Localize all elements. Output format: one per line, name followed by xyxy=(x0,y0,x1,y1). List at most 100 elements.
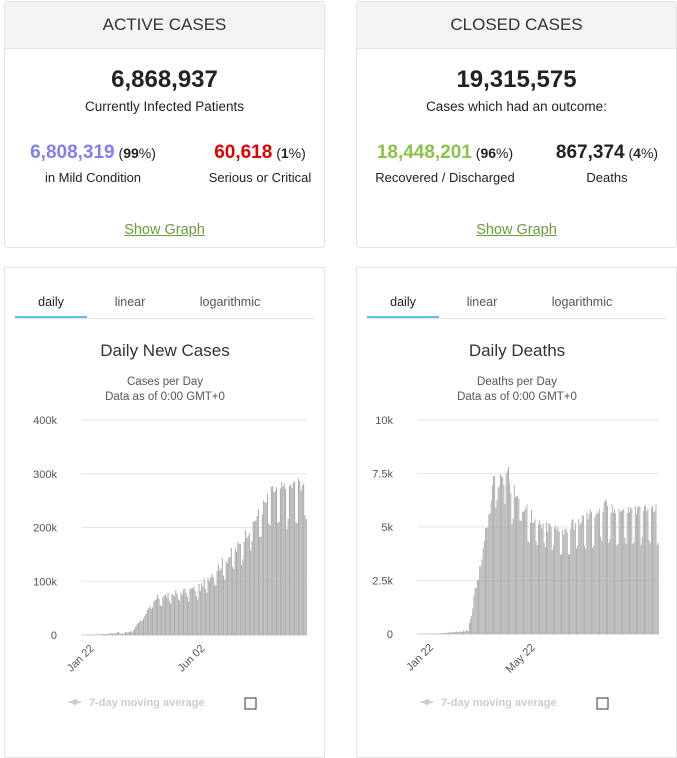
bar xyxy=(198,583,200,635)
deaths-stat: 867,374 (4%) Deaths xyxy=(542,142,672,185)
bar xyxy=(167,592,169,635)
bar xyxy=(604,499,606,634)
bar xyxy=(529,522,531,634)
bar xyxy=(272,486,274,635)
bar xyxy=(602,511,604,634)
bar xyxy=(266,494,269,635)
bar xyxy=(210,577,212,635)
bar xyxy=(581,515,583,634)
chart-legend[interactable]: 7-day moving average xyxy=(421,697,609,710)
chart-subtitle: Deaths per Day xyxy=(477,376,557,388)
bar xyxy=(223,575,225,635)
closed-cases-total: 19,315,575 xyxy=(456,66,577,93)
bar xyxy=(655,504,657,634)
bar xyxy=(601,540,603,634)
bar xyxy=(566,532,568,634)
bar xyxy=(261,514,263,635)
bar xyxy=(580,522,582,634)
tab-daily[interactable]: daily xyxy=(367,288,439,318)
x-tick-label: Jun 02 xyxy=(176,643,208,675)
legend-checkbox[interactable] xyxy=(596,697,609,710)
bar xyxy=(288,486,290,635)
bar xyxy=(508,467,509,634)
bar xyxy=(540,524,542,634)
bar xyxy=(140,620,142,635)
bar xyxy=(646,511,648,634)
bar xyxy=(154,600,156,635)
chart-subtitle: Cases per Day xyxy=(127,376,203,388)
bar xyxy=(157,594,159,635)
legend-checkbox[interactable] xyxy=(244,697,257,710)
bar xyxy=(238,543,240,635)
bar xyxy=(252,521,254,635)
bar xyxy=(555,525,557,634)
bar xyxy=(99,634,101,635)
bar xyxy=(556,529,558,634)
bar xyxy=(490,500,492,634)
bar xyxy=(552,546,554,634)
bar xyxy=(591,512,592,634)
closed-show-graph-link[interactable]: Show Graph xyxy=(476,222,557,238)
bar xyxy=(176,593,178,635)
bar xyxy=(565,528,567,634)
bar xyxy=(546,522,547,634)
legend-label: 7-day moving average xyxy=(441,697,557,709)
chart-tabs: daily linear logarithmic xyxy=(15,286,314,319)
bar xyxy=(260,536,262,635)
bar xyxy=(496,500,498,634)
tab-linear[interactable]: linear xyxy=(466,295,498,309)
bar xyxy=(226,563,228,635)
bar xyxy=(295,522,297,635)
bar xyxy=(549,524,551,634)
bar xyxy=(633,541,635,634)
bar xyxy=(587,519,589,634)
bar xyxy=(111,633,114,635)
bar xyxy=(441,633,443,634)
bar xyxy=(619,511,621,634)
bar xyxy=(443,633,445,634)
bar xyxy=(460,631,462,634)
bar xyxy=(301,485,303,635)
bar xyxy=(650,508,652,634)
bar xyxy=(297,478,299,635)
bar xyxy=(484,528,486,634)
active-show-graph-link[interactable]: Show Graph xyxy=(124,222,205,238)
tab-logarithmic[interactable]: logarithmic xyxy=(199,295,261,309)
bar xyxy=(634,506,636,634)
bar xyxy=(170,603,172,635)
bar xyxy=(286,529,288,635)
daily-new-cases-panel: daily linear logarithmic Daily New Cases… xyxy=(4,267,325,758)
bar xyxy=(630,507,632,634)
bar xyxy=(278,521,280,635)
bar xyxy=(277,523,279,635)
bar xyxy=(446,632,448,634)
bar xyxy=(296,523,298,635)
bar xyxy=(179,600,181,635)
bar xyxy=(108,633,110,635)
bar xyxy=(106,634,108,635)
bar xyxy=(232,566,234,635)
bar xyxy=(119,633,121,635)
bar xyxy=(623,508,625,634)
bar xyxy=(141,621,143,635)
bar xyxy=(502,477,504,634)
tab-logarithmic[interactable]: logarithmic xyxy=(551,295,613,309)
bar xyxy=(572,518,574,634)
bar xyxy=(201,583,203,635)
tab-daily[interactable]: daily xyxy=(15,288,87,318)
bar xyxy=(139,621,141,635)
bar xyxy=(190,588,192,635)
bar xyxy=(594,516,596,634)
bar xyxy=(589,509,591,634)
bar xyxy=(189,588,191,635)
bar xyxy=(184,588,186,635)
tab-linear[interactable]: linear xyxy=(114,295,146,309)
bar xyxy=(294,481,296,635)
chart-legend[interactable]: 7-day moving average xyxy=(69,697,257,710)
bar xyxy=(625,543,627,634)
bar xyxy=(219,570,221,635)
bar xyxy=(466,630,468,634)
bar xyxy=(582,515,584,634)
bar xyxy=(610,512,612,634)
bar xyxy=(464,631,466,634)
